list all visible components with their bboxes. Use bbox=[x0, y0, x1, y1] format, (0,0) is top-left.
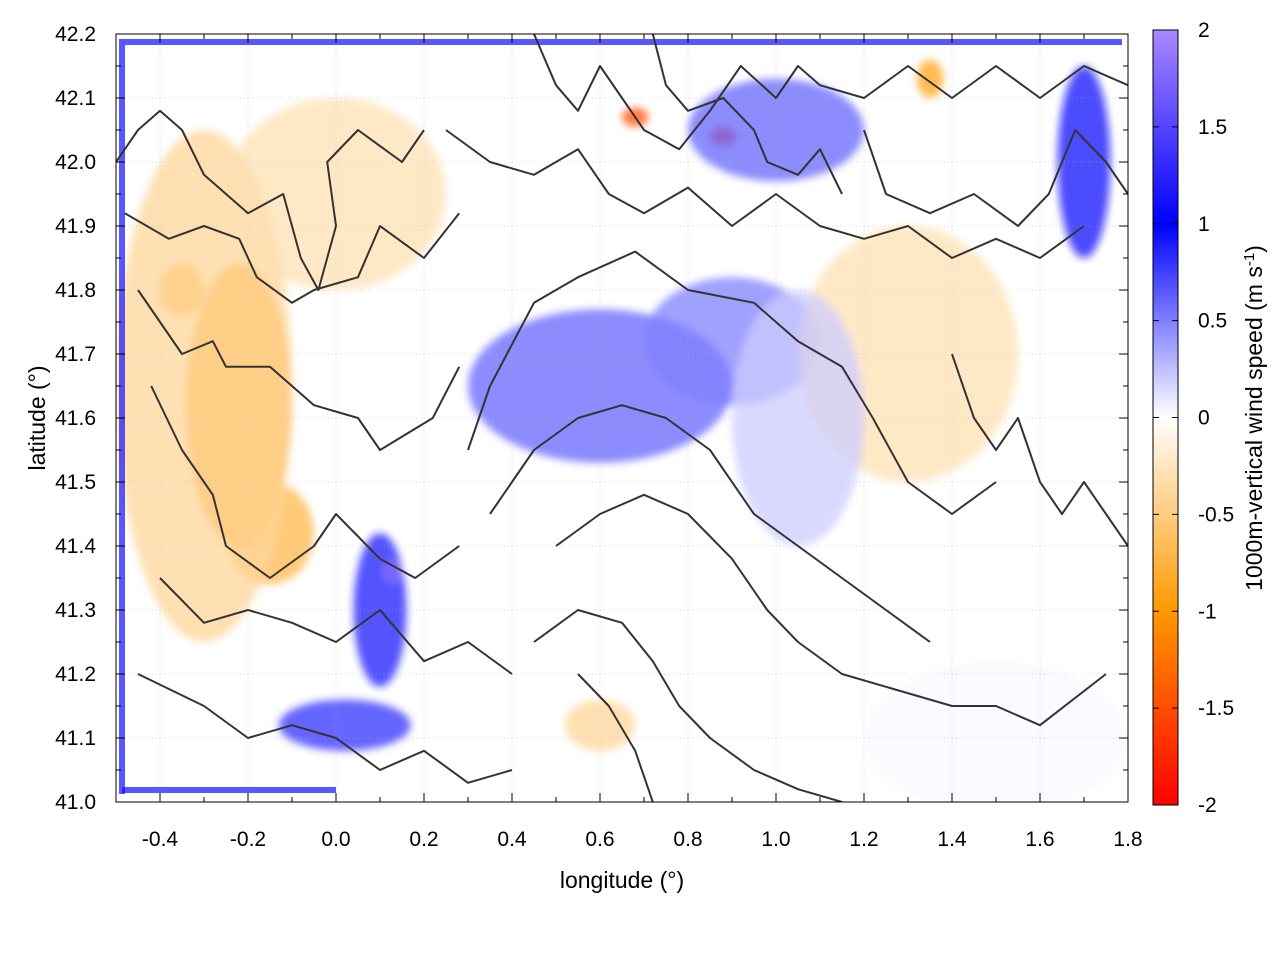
y-tick-label: 41.4 bbox=[55, 535, 96, 558]
x-tick-label: 1.6 bbox=[1025, 828, 1054, 851]
contour-line-10 bbox=[577, 673, 654, 802]
colorbar-title: 1000m-vertical wind speed (m s-1) bbox=[1241, 245, 1268, 591]
y-tick-label: 41.2 bbox=[55, 663, 96, 686]
heatmap-cell-16 bbox=[864, 661, 1128, 802]
colorbar-tick-label: -0.5 bbox=[1198, 503, 1234, 526]
colorbar-tick-label: 1.5 bbox=[1198, 116, 1227, 139]
y-tick-label: 41.6 bbox=[55, 407, 96, 430]
colorbar-tick-label: -1 bbox=[1198, 600, 1217, 623]
contour-line-14 bbox=[863, 129, 1128, 227]
contour-line-1 bbox=[124, 212, 460, 304]
y-tick-label: 41.3 bbox=[55, 599, 96, 622]
y-tick-label: 42.2 bbox=[55, 23, 96, 46]
contour-line-15 bbox=[951, 353, 1128, 547]
y-axis-title: latitude (°) bbox=[24, 365, 50, 470]
contour-line-8 bbox=[555, 493, 1107, 727]
x-tick-label: 0.2 bbox=[409, 828, 438, 851]
y-tick-label: 41.5 bbox=[55, 471, 96, 494]
y-axis-ticks: 41.0 41.1 41.2 41.3 41.4 41.5 41.6 41.7 41.8 41.9… bbox=[55, 23, 1128, 814]
contour-line-13 bbox=[651, 34, 843, 195]
domain-boundary-artifact bbox=[119, 39, 1122, 794]
y-tick-label: 41.7 bbox=[55, 343, 96, 366]
x-axis-title: longitude (°) bbox=[560, 867, 684, 893]
contour-line-9 bbox=[533, 609, 843, 802]
y-tick-label: 41.9 bbox=[55, 215, 96, 238]
heatmap-cell-9 bbox=[384, 562, 403, 582]
contour-line-2 bbox=[137, 289, 461, 451]
heatmap-cell-13 bbox=[916, 59, 944, 98]
y-tick-label: 42.1 bbox=[55, 87, 96, 110]
y-tick-label: 41.0 bbox=[55, 791, 96, 814]
colorbar-tick-label: 1 bbox=[1198, 213, 1210, 236]
x-tick-label: 1.4 bbox=[937, 828, 967, 851]
x-tick-label: 1.0 bbox=[761, 828, 790, 851]
heatmap-cell-8 bbox=[278, 699, 411, 751]
x-axis-ticks: -0.4 -0.2 0.0 0.2 0.4 0.6 0.8 1.0 1.2 1.4 1.6 1.8 bbox=[115, 34, 1143, 851]
contour-line-12 bbox=[533, 34, 1128, 151]
contour-line-4 bbox=[159, 577, 513, 675]
heatmap-cell-17 bbox=[564, 699, 636, 751]
colorbar-tick-label: -1.5 bbox=[1198, 697, 1234, 720]
terrain-contours bbox=[116, 34, 1128, 802]
heatmap-blobs bbox=[116, 59, 1128, 802]
x-tick-label: 1.8 bbox=[1113, 828, 1142, 851]
x-tick-label: 0.4 bbox=[497, 828, 527, 851]
y-tick-label: 41.8 bbox=[55, 279, 96, 302]
x-tick-label: 0.8 bbox=[673, 828, 702, 851]
x-tick-label: -0.2 bbox=[230, 828, 266, 851]
heatmap-field bbox=[116, 39, 1128, 802]
contour-line-0 bbox=[116, 109, 425, 291]
x-tick-label: -0.4 bbox=[142, 828, 179, 851]
colorbar-tick-label: -2 bbox=[1198, 794, 1217, 817]
colorbar-tick-label: 2 bbox=[1198, 19, 1210, 42]
contour-line-11 bbox=[445, 129, 1085, 259]
grid-lines bbox=[116, 34, 1128, 802]
contour-line-6 bbox=[467, 250, 997, 515]
x-tick-label: 0.0 bbox=[321, 828, 350, 851]
x-tick-label: 0.6 bbox=[585, 828, 614, 851]
colorbar-tick-label: 0 bbox=[1198, 407, 1210, 430]
colorbar-ticks: 2 1.5 1 0.5 0 -0.5 -1 -1.5 -2 bbox=[1153, 19, 1234, 817]
x-tick-label: 1.2 bbox=[849, 828, 878, 851]
contour-line-3 bbox=[150, 385, 460, 579]
contour-line-7 bbox=[489, 404, 931, 643]
y-tick-label: 41.1 bbox=[55, 727, 96, 750]
contour-line-5 bbox=[137, 673, 513, 784]
y-tick-label: 42.0 bbox=[55, 151, 96, 174]
colorbar-tick-label: 0.5 bbox=[1198, 310, 1227, 333]
